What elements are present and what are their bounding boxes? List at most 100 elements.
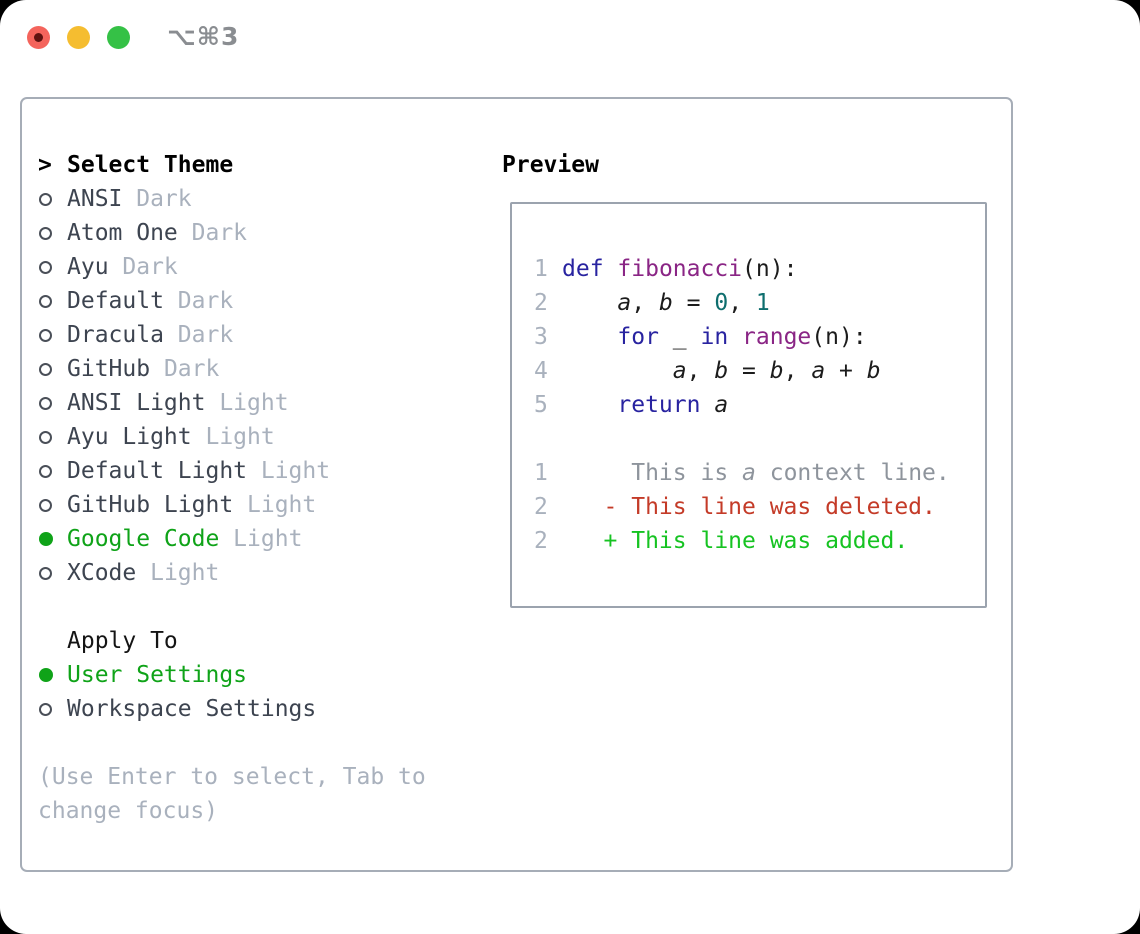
radio-selected-icon xyxy=(39,532,53,546)
code-line: 1 This is a context line. xyxy=(534,456,985,490)
code-token xyxy=(562,358,673,384)
theme-name: Google Code xyxy=(67,526,220,552)
minimize-button[interactable] xyxy=(67,26,90,49)
code-token xyxy=(562,392,617,418)
code-token xyxy=(562,290,617,316)
code-line: 3 for _ in range (n): xyxy=(534,320,985,354)
theme-name: Default xyxy=(67,288,164,314)
select-theme-title: Select Theme xyxy=(67,152,234,178)
code-line: 1 def fibonacci (n): xyxy=(534,252,985,286)
line-number: 1 xyxy=(534,460,548,486)
radio-unselected-icon xyxy=(39,192,52,206)
theme-list-item[interactable]: Google Code Light xyxy=(38,522,478,556)
theme-list-item[interactable]: Ayu Light Light xyxy=(38,420,478,454)
theme-variant-tag: Light xyxy=(219,526,303,552)
code-token: for xyxy=(617,324,659,350)
theme-list-item[interactable]: Atom One Dark xyxy=(38,216,478,250)
apply-to-option-label: User Settings xyxy=(67,662,248,688)
code-token: b xyxy=(658,290,673,316)
line-number: 2 xyxy=(534,494,548,520)
code-token: = xyxy=(728,358,770,384)
code-token: in xyxy=(700,324,729,350)
code-token: 1 xyxy=(755,290,770,316)
code-token: a xyxy=(811,358,826,384)
line-number: 3 xyxy=(534,324,548,350)
theme-variant-tag: Dark xyxy=(163,288,234,314)
theme-list: ANSI Dark Atom One Dark Ayu Dark Default Da… xyxy=(38,182,478,590)
code-token xyxy=(604,256,618,282)
apply-to-option-label: Workspace Settings xyxy=(67,696,317,722)
code-token xyxy=(700,392,714,418)
close-button[interactable] xyxy=(27,26,50,49)
theme-variant-tag: Light xyxy=(136,560,220,586)
spacer xyxy=(38,726,478,760)
code-token: a xyxy=(672,358,687,384)
code-token: = xyxy=(672,290,715,316)
marker-slot xyxy=(38,396,67,410)
code-token: a xyxy=(742,460,756,486)
code-line: 2 - This line was deleted. xyxy=(534,490,985,524)
code-token: This is xyxy=(562,460,743,486)
theme-variant-tag: Dark xyxy=(122,186,192,212)
theme-list-item[interactable]: GitHub Dark xyxy=(38,352,478,386)
apply-to-title: Apply To xyxy=(67,628,178,654)
marker-slot xyxy=(38,260,67,274)
code-line xyxy=(534,422,985,456)
radio-unselected-icon xyxy=(39,294,52,308)
line-number: 1 xyxy=(534,256,548,282)
marker-slot xyxy=(38,328,67,342)
apply-to-option[interactable]: Workspace Settings xyxy=(38,692,478,726)
radio-selected-icon xyxy=(39,668,53,682)
theme-list-item[interactable]: GitHub Light Light xyxy=(38,488,478,522)
code-line: 2 + This line was added. xyxy=(534,524,985,558)
apply-to-option[interactable]: User Settings xyxy=(38,658,478,692)
marker-slot xyxy=(38,464,67,478)
code-token: , xyxy=(686,358,715,384)
theme-list-item[interactable]: Default Light Light xyxy=(38,454,478,488)
code-token: fibonacci xyxy=(617,256,743,282)
zoom-button[interactable] xyxy=(107,26,130,49)
theme-name: ANSI xyxy=(67,186,123,212)
code-line: 2 a, b = 0, 1 xyxy=(534,286,985,320)
code-token: return xyxy=(617,392,701,418)
line-number: 4 xyxy=(534,358,548,384)
radio-unselected-icon xyxy=(39,226,52,240)
theme-name: GitHub xyxy=(67,356,151,382)
marker-slot xyxy=(38,226,67,240)
marker-slot xyxy=(38,702,67,716)
code-token: + xyxy=(825,358,867,384)
spacer xyxy=(38,590,478,624)
theme-list-item[interactable]: XCode Light xyxy=(38,556,478,590)
radio-unselected-icon xyxy=(39,566,52,580)
theme-variant-tag: Dark xyxy=(150,356,220,382)
prompt-slot: > xyxy=(38,152,67,178)
radio-unselected-icon xyxy=(39,702,52,716)
code-token: , xyxy=(728,290,756,316)
theme-list-item[interactable]: Ayu Dark xyxy=(38,250,478,284)
theme-variant-tag: Light xyxy=(247,458,331,484)
theme-list-item[interactable]: ANSI Light Light xyxy=(38,386,478,420)
marker-slot xyxy=(38,668,67,682)
prompt-caret-icon: > xyxy=(38,152,52,178)
theme-list-item[interactable]: Default Dark xyxy=(38,284,478,318)
radio-unselected-icon xyxy=(39,396,52,410)
theme-name: Atom One xyxy=(67,220,178,246)
theme-list-item[interactable]: ANSI Dark xyxy=(38,182,478,216)
select-theme-header-row: > Select Theme xyxy=(38,148,478,182)
theme-variant-tag: Dark xyxy=(163,322,234,348)
code-token: 0 xyxy=(714,290,729,316)
code-token: b xyxy=(714,358,729,384)
theme-picker-column: > Select Theme ANSI Dark Atom One Dark Ayu… xyxy=(38,148,478,828)
theme-variant-tag: Light xyxy=(233,492,317,518)
code-token: context line. xyxy=(755,460,950,486)
code-token: _ xyxy=(658,324,701,350)
theme-list-item[interactable]: Dracula Dark xyxy=(38,318,478,352)
theme-variant-tag: Dark xyxy=(108,254,178,280)
code-token: range xyxy=(742,324,812,350)
radio-unselected-icon xyxy=(39,430,52,444)
code-line: 4 a, b = b, a + b xyxy=(534,354,985,388)
help-text: (Use Enter to select, Tab to change focus… xyxy=(38,760,478,828)
